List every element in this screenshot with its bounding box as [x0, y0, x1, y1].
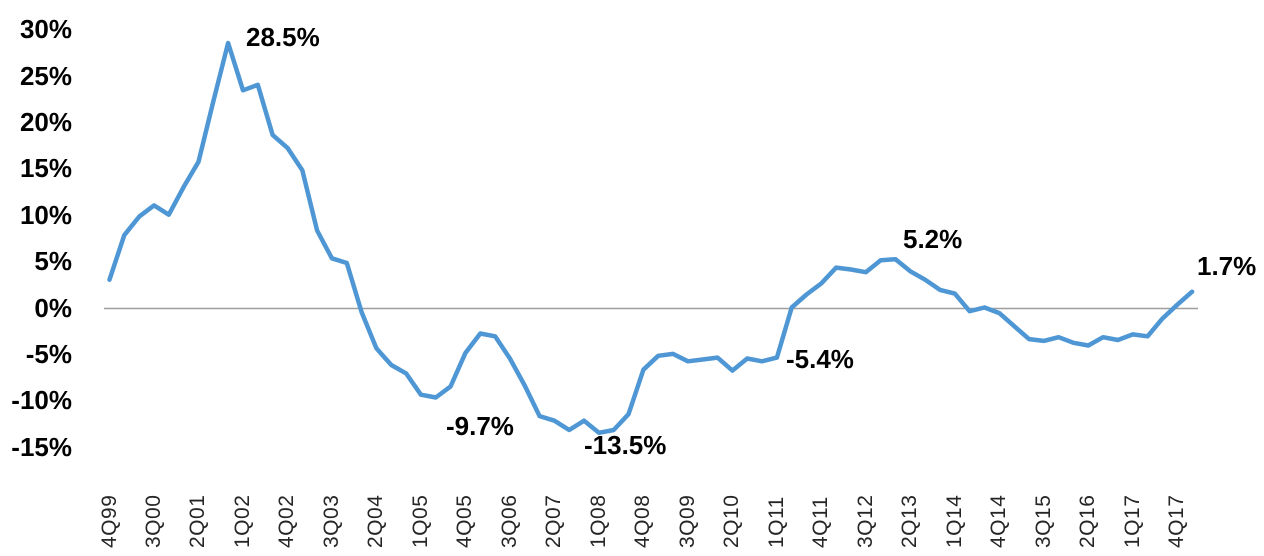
x-axis-tick-label: 4Q17	[1165, 494, 1189, 548]
data-label: 5.2%	[903, 224, 963, 254]
data-label: -9.7%	[446, 411, 514, 441]
x-axis-tick-label: 2Q01	[186, 494, 210, 548]
x-axis-tick-label: 2Q16	[1076, 494, 1100, 548]
x-axis-tick-label: 3Q15	[1031, 494, 1055, 548]
x-axis-tick-label: 4Q05	[453, 494, 477, 548]
x-axis-tick-label: 4Q11	[809, 496, 833, 548]
x-axis-tick-label: 2Q10	[720, 494, 744, 548]
x-axis-tick-label: 4Q14	[987, 494, 1011, 548]
y-axis-tick-label: -5%	[25, 338, 72, 369]
y-axis-tick-label: 5%	[34, 246, 72, 277]
x-axis-tick-label: 1Q17	[1120, 494, 1144, 548]
x-axis-tick-label: 4Q99	[97, 494, 121, 548]
x-axis-tick-label: 1Q14	[942, 494, 966, 548]
y-axis-tick-label: 0%	[34, 292, 72, 323]
y-axis-tick-label: 25%	[19, 60, 72, 91]
y-axis-tick-label: 10%	[19, 199, 72, 230]
x-axis-tick-label: 1Q02	[230, 494, 254, 548]
series-line	[107, 40, 1195, 436]
y-axis-tick-label: -10%	[11, 385, 72, 416]
data-label: -13.5%	[584, 430, 667, 460]
x-axis-tick-label: 2Q13	[898, 494, 922, 548]
data-label: 28.5%	[246, 22, 320, 52]
data-label: 1.7%	[1197, 251, 1257, 281]
x-axis-tick-label: 4Q02	[275, 494, 299, 548]
x-axis-tick-label: 2Q04	[364, 494, 388, 548]
x-axis-tick-label: 3Q03	[319, 494, 343, 548]
x-axis-tick-label: 3Q06	[497, 494, 521, 548]
data-label: -5.4%	[786, 344, 854, 374]
y-axis-tick-label: 15%	[19, 153, 72, 184]
y-axis-tick-label: 30%	[19, 14, 72, 45]
x-axis-tick-label: 3Q00	[141, 494, 165, 548]
x-axis-tick-label: 1Q08	[586, 494, 610, 548]
x-axis-tick-label: 2Q07	[542, 494, 566, 548]
x-axis-tick-label: 1Q05	[408, 494, 432, 548]
x-axis-tick-label: 3Q12	[853, 494, 877, 548]
x-axis-tick-label: 1Q11	[764, 496, 788, 548]
x-axis-tick-label: 3Q09	[675, 494, 699, 548]
y-axis-tick-label: -15%	[11, 431, 72, 462]
x-axis-tick-label: 4Q08	[631, 494, 655, 548]
y-axis-tick-label: 20%	[19, 106, 72, 137]
